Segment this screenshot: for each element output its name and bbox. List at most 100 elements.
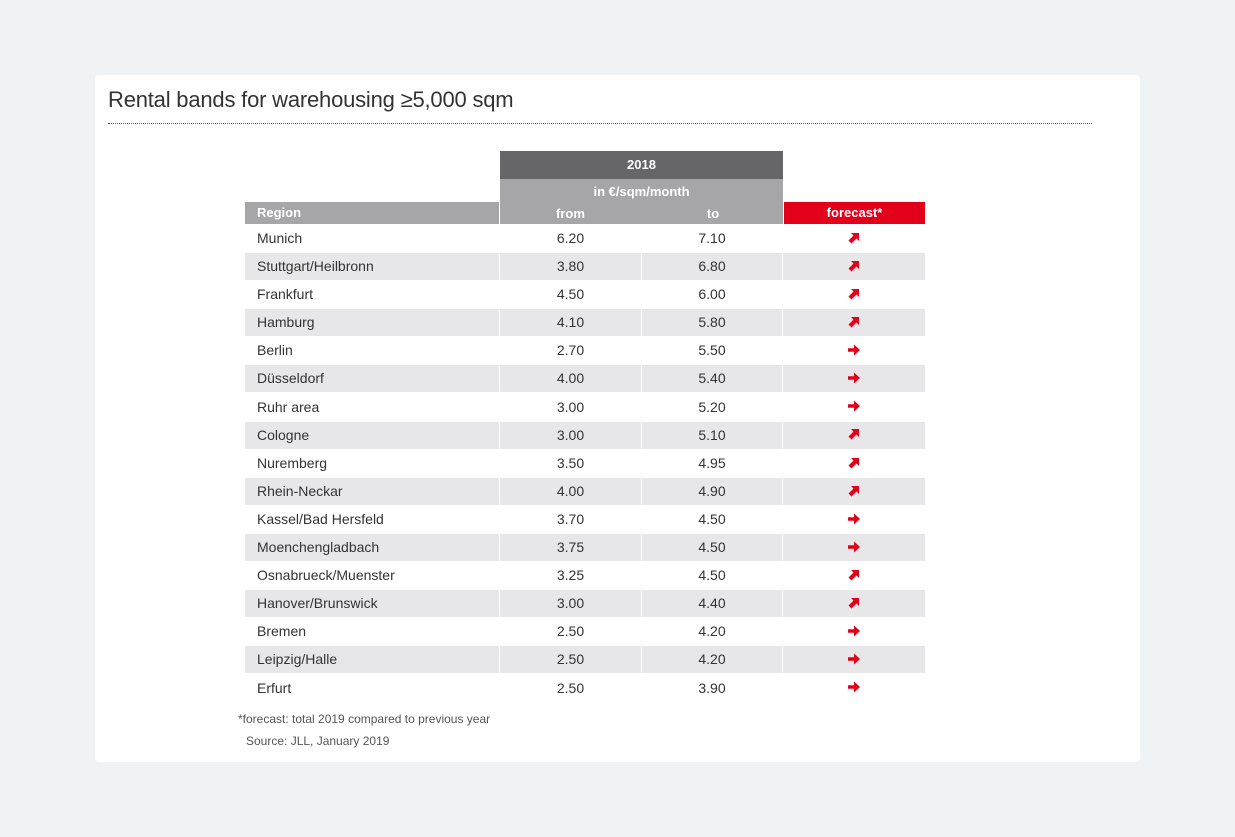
region-cell: Ruhr area	[257, 398, 320, 415]
to-cell: 4.40	[642, 590, 782, 618]
from-cell: 4.00	[500, 365, 641, 393]
forecast-cell	[783, 253, 925, 281]
region-cell: Osnabrueck/Muenster	[257, 567, 395, 584]
table-row: Erfurt 2.50 3.90	[245, 675, 925, 703]
table-row: Rhein-Neckar 4.00 4.90	[245, 477, 925, 506]
chart-title: Rental bands for warehousing ≥5,000 sqm	[108, 87, 514, 112]
table-row: Düsseldorf 4.00 5.40	[245, 365, 925, 393]
forecast-cell	[783, 365, 925, 393]
table-row: Nuremberg 3.50 4.95	[245, 450, 925, 478]
to-cell: 4.50	[642, 534, 782, 562]
table-body: Munich 6.20 7.10 Stuttgart/Heilbronn 3.80 6.8…	[245, 225, 925, 703]
to-cell: 5.80	[642, 309, 782, 337]
header-unit: in €/sqm/month	[593, 184, 690, 199]
from-cell: 4.50	[556, 286, 585, 303]
from-cell: 3.25	[556, 567, 585, 584]
to-cell: 6.80	[642, 253, 782, 281]
arrow-right-icon	[848, 653, 860, 665]
title-divider	[108, 123, 1092, 124]
to-cell: 5.20	[698, 398, 726, 415]
forecast-cell	[783, 337, 925, 364]
header-to: to	[706, 206, 720, 221]
region-cell: Hanover/Brunswick	[245, 590, 499, 618]
arrow-up-right-icon	[848, 260, 859, 272]
to-cell: 4.20	[698, 623, 726, 640]
from-cell: 2.50	[556, 623, 585, 640]
to-cell: 4.50	[698, 510, 726, 527]
source-note: Source: JLL, January 2019	[246, 734, 390, 748]
table-row: Hanover/Brunswick 3.00 4.40	[245, 590, 925, 618]
region-cell: Cologne	[245, 421, 499, 449]
table-row: Munich 6.20 7.10	[245, 225, 925, 253]
region-cell: Leipzig/Halle	[245, 646, 499, 674]
arrow-up-right-icon	[848, 232, 859, 244]
chart-card: Rental bands for warehousing ≥5,000 sqm …	[95, 75, 1140, 762]
arrow-up-right-icon	[848, 457, 859, 469]
to-cell: 5.50	[698, 342, 726, 359]
from-cell: 3.80	[500, 253, 641, 281]
region-cell: Berlin	[257, 342, 293, 359]
from-cell: 3.00	[500, 421, 641, 449]
from-cell: 3.00	[556, 398, 585, 415]
region-cell: Nuremberg	[257, 454, 328, 471]
table-row: Kassel/Bad Hersfeld 3.70 4.50	[245, 506, 925, 534]
region-cell: Moenchengladbach	[245, 534, 499, 562]
arrow-right-icon	[848, 513, 860, 525]
region-cell: Bremen	[257, 623, 307, 640]
table-row: Stuttgart/Heilbronn 3.80 6.80	[245, 253, 925, 281]
table-row: Frankfurt 4.50 6.00	[245, 281, 925, 309]
arrow-right-icon	[848, 372, 860, 384]
to-cell: 4.95	[698, 454, 726, 471]
header-from: from	[556, 206, 585, 221]
arrow-right-icon	[848, 625, 860, 637]
to-cell: 4.50	[698, 567, 726, 584]
table-row: Hamburg 4.10 5.80	[245, 309, 925, 337]
arrow-up-right-icon	[848, 569, 859, 581]
to-cell: 5.10	[642, 421, 782, 449]
forecast-cell	[783, 450, 925, 477]
arrow-up-right-icon	[848, 288, 859, 300]
header-unit-group: in €/sqm/month from to	[500, 179, 783, 224]
from-cell: 3.75	[500, 534, 641, 562]
forecast-cell	[783, 394, 925, 421]
region-cell: Frankfurt	[257, 286, 314, 303]
table-row: Leipzig/Halle 2.50 4.20	[245, 646, 925, 674]
from-cell: 2.50	[500, 646, 641, 674]
to-cell: 7.10	[698, 230, 726, 246]
from-cell: 4.00	[500, 477, 641, 505]
forecast-cell	[783, 477, 925, 505]
to-cell: 5.40	[642, 365, 782, 393]
from-cell: 4.10	[500, 309, 641, 337]
forecast-cell	[783, 281, 925, 308]
arrow-up-right-icon	[848, 317, 859, 328]
forecast-cell	[783, 534, 925, 562]
region-cell: Rhein-Neckar	[245, 477, 499, 505]
arrow-up-right-icon	[848, 429, 859, 440]
forecast-cell	[783, 618, 925, 645]
table-row: Bremen 2.50 4.20	[245, 618, 925, 646]
from-cell: 3.70	[556, 510, 585, 527]
arrow-up-right-icon	[848, 485, 859, 497]
to-cell: 6.00	[698, 286, 726, 303]
table-row: Cologne 3.00 5.10	[245, 421, 925, 450]
arrow-right-icon	[848, 344, 860, 356]
region-cell: Düsseldorf	[245, 365, 499, 393]
header-forecast: forecast*	[784, 202, 925, 224]
forecast-cell	[783, 675, 925, 702]
forecast-cell	[783, 309, 925, 337]
forecast-cell	[783, 225, 925, 252]
arrow-right-icon	[848, 541, 860, 553]
region-cell: Kassel/Bad Hersfeld	[257, 510, 384, 527]
table-row: Berlin 2.70 5.50	[245, 337, 925, 365]
region-cell: Erfurt	[257, 679, 292, 696]
from-cell: 3.50	[556, 454, 585, 471]
table-row: Ruhr area 3.00 5.20	[245, 394, 925, 422]
header-year: 2018	[500, 151, 783, 179]
to-cell: 4.20	[642, 646, 782, 674]
to-cell: 3.90	[698, 679, 726, 696]
from-cell: 2.50	[556, 679, 585, 696]
region-cell: Stuttgart/Heilbronn	[245, 253, 499, 281]
table-row: Osnabrueck/Muenster 3.25 4.50	[245, 562, 925, 590]
region-cell: Munich	[257, 230, 303, 246]
forecast-cell	[783, 562, 925, 589]
